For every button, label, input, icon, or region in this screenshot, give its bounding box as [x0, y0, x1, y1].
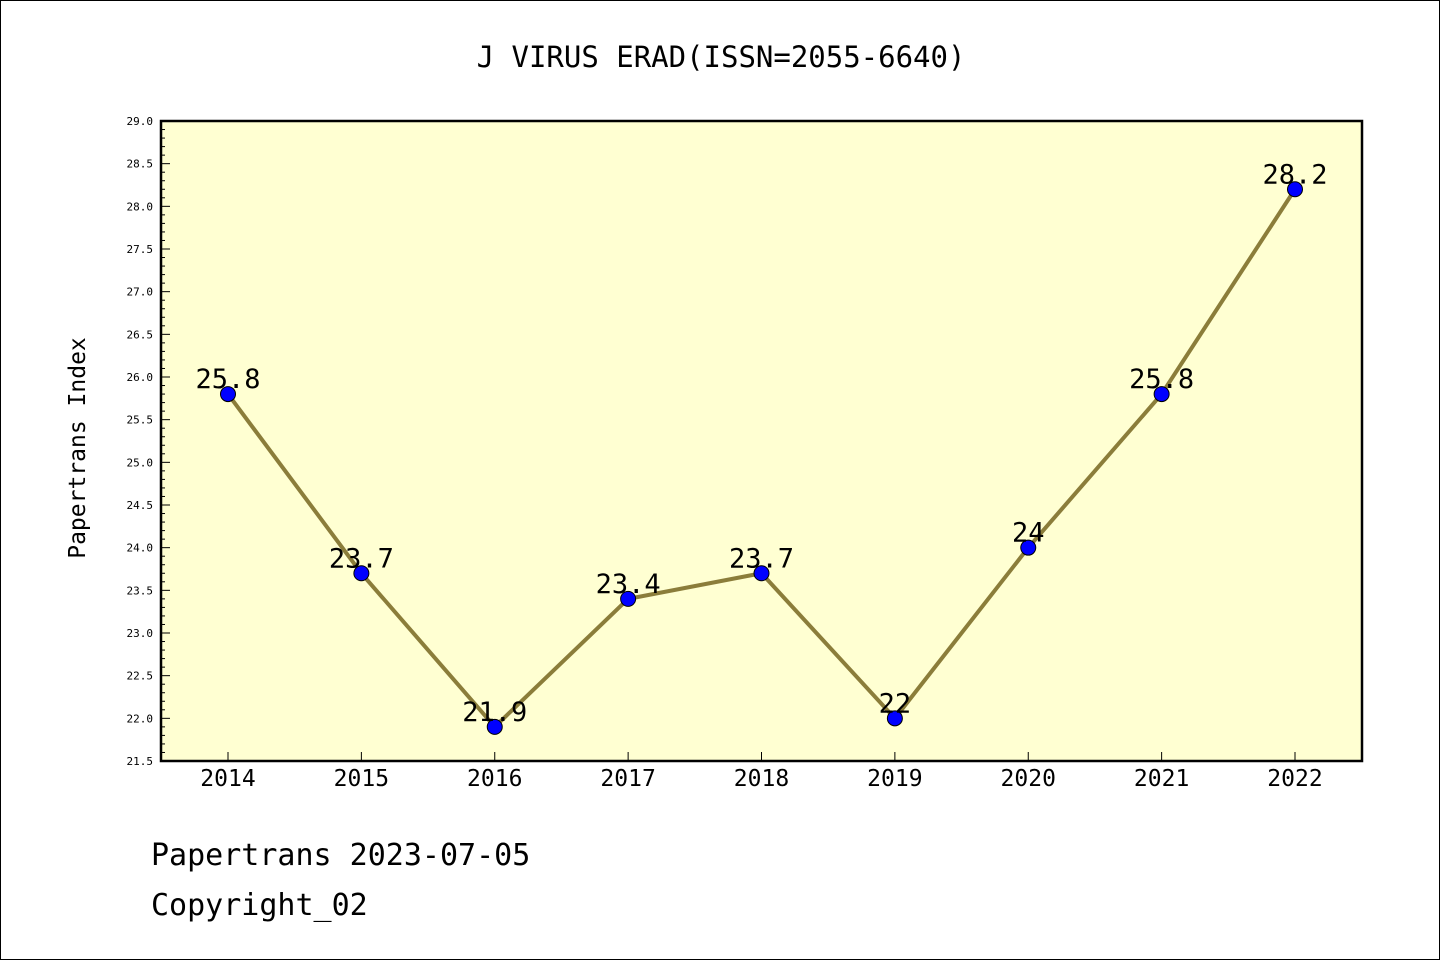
data-label: 24 [1012, 518, 1045, 549]
y-tick-label: 23.5 [127, 584, 154, 597]
y-tick-label: 22.5 [127, 670, 154, 683]
y-tick-label: 28.5 [127, 158, 154, 171]
plot-area [161, 121, 1362, 761]
y-tick-label: 28.0 [127, 200, 154, 213]
data-point [1020, 539, 1037, 556]
x-tick-label: 2018 [734, 766, 789, 792]
data-point [753, 565, 770, 582]
data-label: 25.8 [1129, 364, 1194, 395]
y-tick-label: 23.0 [127, 627, 154, 640]
data-point [620, 590, 637, 607]
x-tick-label: 2022 [1267, 766, 1322, 792]
data-label: 23.4 [596, 569, 661, 600]
x-axis-ticks: 2014 2015 2016 2017 2018 2019 2020 2021 2022 [200, 752, 1323, 792]
y-tick-label: 26.0 [127, 371, 154, 384]
y-axis-ticks: 21.5 22.0 22.5 23.0 23.5 24.0 24.5 25.0 25.5 26.0… [127, 115, 170, 768]
data-point [886, 710, 903, 727]
data-label: 23.7 [729, 543, 794, 574]
x-tick-label: 2016 [467, 766, 522, 792]
y-tick-label: 26.5 [127, 328, 154, 341]
data-label: 23.7 [329, 543, 394, 574]
data-point [486, 718, 503, 735]
y-tick-label: 22.0 [127, 712, 154, 725]
data-point [1153, 386, 1170, 403]
data-label: 21.9 [462, 697, 527, 728]
y-tick-label: 24.5 [127, 499, 154, 512]
data-label: 28.2 [1262, 159, 1327, 190]
data-point [220, 386, 236, 403]
y-axis-label: Papertrans Index [65, 337, 91, 559]
y-tick-label: 27.5 [127, 243, 154, 256]
chart-title: J VIRUS ERAD(ISSN=2055-6640) [477, 40, 966, 74]
data-label: 25.8 [195, 364, 260, 395]
x-tick-label: 2019 [867, 766, 922, 792]
footer-date: Papertrans 2023-07-05 [151, 838, 530, 873]
data-labels: 25.8 23.7 21.9 23.4 23.7 22 24 25.8 28.2 [195, 159, 1327, 728]
x-tick-label: 2017 [600, 766, 655, 792]
x-tick-label: 2014 [200, 766, 255, 792]
footer-copyright: Copyright_02 [151, 888, 368, 923]
x-tick-label: 2021 [1134, 766, 1189, 792]
y-tick-label: 29.0 [127, 115, 154, 128]
y-tick-label: 25.0 [127, 456, 154, 469]
data-point [353, 565, 370, 582]
x-tick-label: 2015 [334, 766, 389, 792]
y-tick-label: 27.0 [127, 286, 154, 299]
y-tick-label: 24.0 [127, 542, 154, 555]
plot-border [159, 119, 1364, 763]
data-point [1287, 181, 1303, 198]
y-tick-label: 21.5 [127, 755, 154, 768]
y-tick-label: 25.5 [127, 414, 154, 427]
data-markers [220, 181, 1303, 735]
data-label: 22 [879, 688, 912, 719]
x-tick-label: 2020 [1001, 766, 1056, 792]
